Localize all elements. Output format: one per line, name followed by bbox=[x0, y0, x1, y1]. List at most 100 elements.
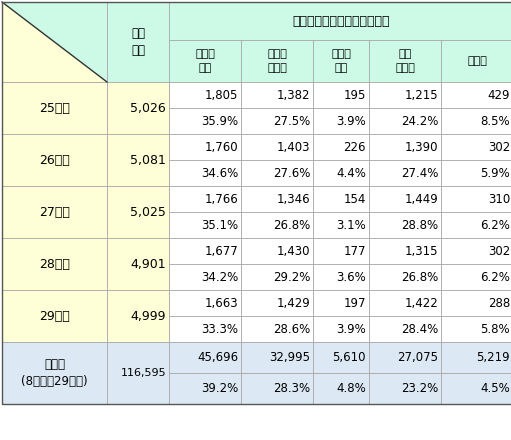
Text: 5.9%: 5.9% bbox=[480, 166, 510, 180]
Text: 1,805: 1,805 bbox=[204, 88, 238, 102]
Bar bbox=[313, 238, 369, 264]
Text: 1,766: 1,766 bbox=[204, 193, 238, 205]
Bar bbox=[241, 212, 313, 238]
Bar bbox=[441, 264, 511, 290]
Bar bbox=[369, 264, 441, 290]
Bar bbox=[241, 316, 313, 342]
Bar bbox=[441, 342, 511, 373]
Bar bbox=[369, 316, 441, 342]
Bar bbox=[441, 108, 511, 134]
Bar bbox=[107, 134, 169, 186]
Bar bbox=[313, 316, 369, 342]
Text: 現行
どおり: 現行 どおり bbox=[395, 49, 415, 73]
Bar bbox=[241, 373, 313, 404]
Text: 実施が
適当: 実施が 適当 bbox=[195, 49, 215, 73]
Text: 33.3%: 33.3% bbox=[201, 323, 238, 335]
Bar bbox=[313, 160, 369, 186]
Bar bbox=[107, 290, 169, 342]
Text: 429: 429 bbox=[487, 88, 510, 102]
Bar bbox=[107, 134, 169, 186]
Bar bbox=[313, 82, 369, 108]
Bar bbox=[107, 82, 169, 134]
Text: 審　議　結　果　の　区　分: 審 議 結 果 の 区 分 bbox=[292, 15, 390, 27]
Bar bbox=[369, 342, 441, 373]
Bar bbox=[441, 40, 511, 82]
Bar bbox=[241, 290, 313, 316]
Text: 27,075: 27,075 bbox=[397, 351, 438, 364]
Bar bbox=[313, 212, 369, 238]
Bar bbox=[2, 2, 107, 82]
Text: 116,595: 116,595 bbox=[121, 368, 166, 378]
Bar bbox=[2, 82, 107, 134]
Text: 23.2%: 23.2% bbox=[401, 382, 438, 395]
Bar bbox=[169, 82, 241, 108]
Text: 27.6%: 27.6% bbox=[273, 166, 310, 180]
Bar bbox=[241, 82, 313, 108]
Bar bbox=[169, 264, 241, 290]
Text: 1,760: 1,760 bbox=[204, 140, 238, 154]
Bar bbox=[169, 2, 511, 40]
Text: 154: 154 bbox=[343, 193, 366, 205]
Bar bbox=[169, 290, 241, 316]
Bar bbox=[313, 108, 369, 134]
Bar bbox=[369, 290, 441, 316]
Text: 4.4%: 4.4% bbox=[336, 166, 366, 180]
Text: 25年度: 25年度 bbox=[39, 102, 70, 114]
Bar bbox=[441, 290, 511, 316]
Bar bbox=[2, 290, 107, 342]
Bar bbox=[313, 373, 369, 404]
Bar bbox=[241, 108, 313, 134]
Bar bbox=[313, 290, 369, 316]
Text: 5,025: 5,025 bbox=[130, 205, 166, 219]
Bar bbox=[313, 108, 369, 134]
Text: 302: 302 bbox=[488, 140, 510, 154]
Text: 39.2%: 39.2% bbox=[201, 382, 238, 395]
Text: 35.1%: 35.1% bbox=[201, 219, 238, 231]
Text: 4,901: 4,901 bbox=[130, 257, 166, 271]
Bar bbox=[169, 2, 511, 40]
Bar bbox=[313, 342, 369, 373]
Text: 28.6%: 28.6% bbox=[273, 323, 310, 335]
Bar bbox=[369, 264, 441, 290]
Bar bbox=[369, 290, 441, 316]
Bar bbox=[369, 212, 441, 238]
Bar bbox=[169, 212, 241, 238]
Text: 3.9%: 3.9% bbox=[336, 323, 366, 335]
Bar bbox=[241, 134, 313, 160]
Bar bbox=[241, 264, 313, 290]
Bar bbox=[369, 373, 441, 404]
Bar bbox=[169, 342, 241, 373]
Polygon shape bbox=[2, 2, 107, 82]
Text: 1,346: 1,346 bbox=[276, 193, 310, 205]
Bar bbox=[107, 82, 169, 134]
Text: 5,081: 5,081 bbox=[130, 154, 166, 166]
Bar bbox=[369, 316, 441, 342]
Text: 4.8%: 4.8% bbox=[336, 382, 366, 395]
Bar bbox=[369, 82, 441, 108]
Bar bbox=[169, 40, 241, 82]
Text: 5.8%: 5.8% bbox=[480, 323, 510, 335]
Bar bbox=[169, 373, 241, 404]
Text: 26.8%: 26.8% bbox=[273, 219, 310, 231]
Text: 累　計
(8年度〜29年度): 累 計 (8年度〜29年度) bbox=[21, 358, 88, 388]
Bar bbox=[107, 342, 169, 404]
Bar bbox=[369, 134, 441, 160]
Bar bbox=[313, 316, 369, 342]
Bar bbox=[241, 160, 313, 186]
Bar bbox=[169, 342, 241, 373]
Bar bbox=[369, 160, 441, 186]
Bar bbox=[169, 134, 241, 160]
Bar bbox=[313, 238, 369, 264]
Bar bbox=[241, 40, 313, 82]
Text: 5,219: 5,219 bbox=[476, 351, 510, 364]
Bar bbox=[441, 342, 511, 373]
Bar bbox=[241, 82, 313, 108]
Bar bbox=[441, 238, 511, 264]
Bar bbox=[169, 134, 241, 160]
Bar bbox=[369, 238, 441, 264]
Bar bbox=[313, 134, 369, 160]
Text: 実施は
困難: 実施は 困難 bbox=[331, 49, 351, 73]
Bar bbox=[169, 238, 241, 264]
Bar bbox=[313, 134, 369, 160]
Text: 1,390: 1,390 bbox=[405, 140, 438, 154]
